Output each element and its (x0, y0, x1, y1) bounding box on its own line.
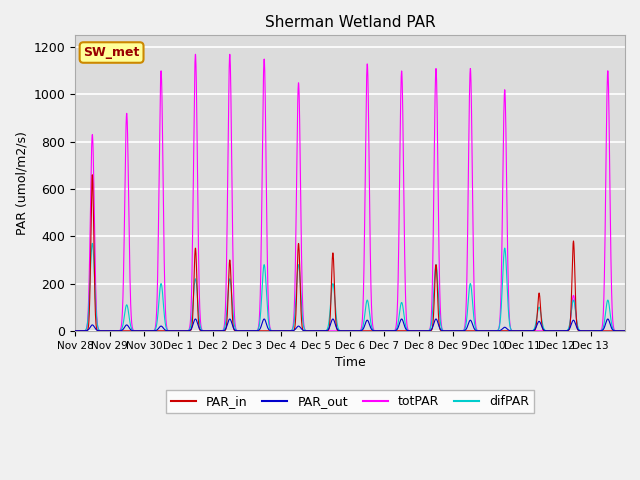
PAR_out (469, 323, 477, 328)
PAR_out (71, 328, 79, 334)
difPAR (184, 328, 192, 334)
difPAR (88, 240, 96, 246)
PAR_out (184, 328, 191, 334)
PAR_in (615, 328, 623, 334)
Text: SW_met: SW_met (83, 46, 140, 59)
totPAR (621, 328, 629, 334)
PAR_in (88, 172, 96, 178)
totPAR (420, 328, 428, 334)
PAR_out (537, 322, 545, 327)
PAR_out (604, 316, 612, 322)
PAR_in (420, 328, 428, 334)
Title: Sherman Wetland PAR: Sherman Wetland PAR (265, 15, 435, 30)
Legend: PAR_in, PAR_out, totPAR, difPAR: PAR_in, PAR_out, totPAR, difPAR (166, 390, 534, 413)
PAR_out (615, 328, 623, 334)
PAR_in (621, 328, 629, 334)
Y-axis label: PAR (umol/m2/s): PAR (umol/m2/s) (15, 131, 28, 235)
X-axis label: Time: Time (335, 356, 365, 369)
PAR_in (184, 328, 192, 334)
difPAR (538, 312, 545, 318)
totPAR (538, 328, 545, 334)
PAR_in (469, 328, 477, 334)
Line: PAR_in: PAR_in (75, 175, 625, 331)
PAR_out (420, 328, 428, 334)
PAR_in (538, 313, 545, 319)
difPAR (615, 328, 623, 334)
PAR_in (504, 328, 512, 334)
Line: totPAR: totPAR (75, 54, 625, 331)
totPAR (184, 328, 191, 334)
totPAR (504, 276, 512, 281)
difPAR (504, 303, 512, 309)
totPAR (536, 328, 543, 334)
difPAR (621, 328, 629, 334)
PAR_out (621, 328, 629, 334)
PAR_out (504, 327, 512, 333)
Line: difPAR: difPAR (75, 243, 625, 331)
difPAR (420, 328, 428, 334)
Line: PAR_out: PAR_out (75, 319, 625, 331)
totPAR (615, 328, 623, 334)
totPAR (469, 228, 477, 234)
totPAR (191, 51, 199, 57)
difPAR (469, 306, 477, 312)
PAR_in (71, 328, 79, 334)
difPAR (71, 328, 79, 334)
totPAR (71, 328, 79, 334)
